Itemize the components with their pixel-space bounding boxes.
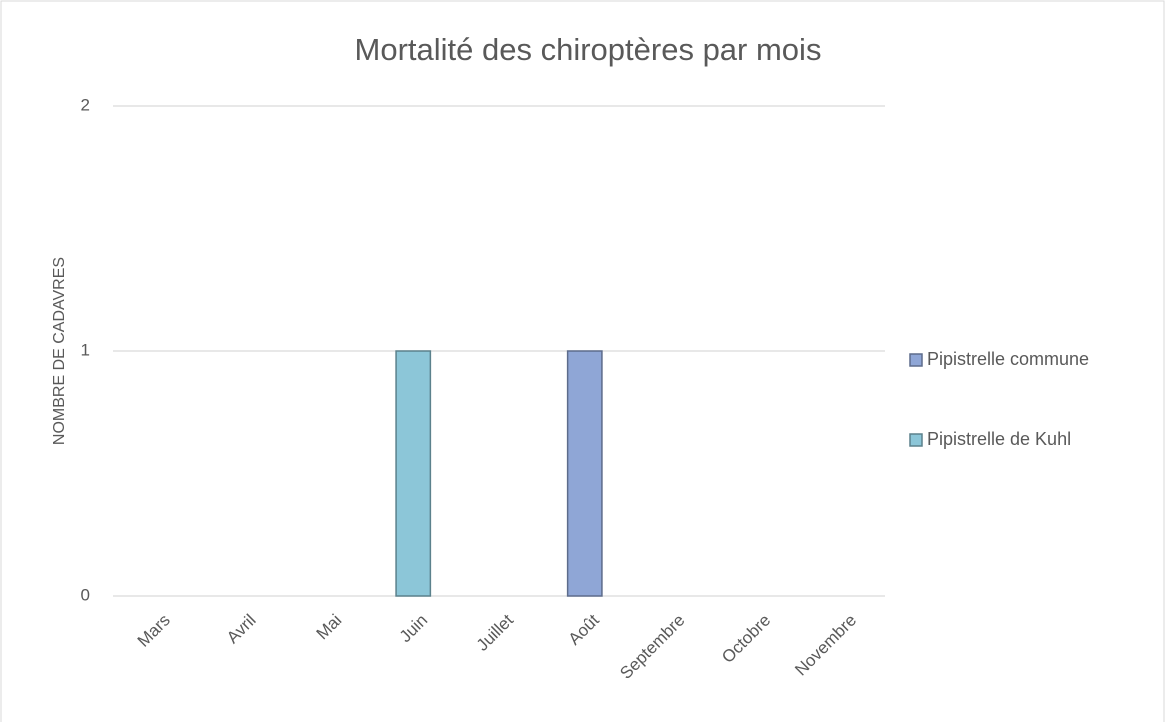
bar (395, 350, 432, 597)
y-axis-title: NOMBRE DE CADAVRES (51, 257, 68, 445)
legend-swatch (909, 433, 923, 447)
chart-title: Mortalité des chiroptères par mois (355, 32, 822, 67)
legend-label: Pipistrelle commune (927, 349, 1089, 369)
bar (566, 350, 603, 597)
y-tick-label: 0 (81, 585, 90, 604)
y-tick-label: 1 (81, 340, 90, 359)
legend-label: Pipistrelle de Kuhl (927, 429, 1071, 449)
y-tick-label: 2 (81, 95, 90, 114)
legend-swatch (909, 353, 923, 367)
